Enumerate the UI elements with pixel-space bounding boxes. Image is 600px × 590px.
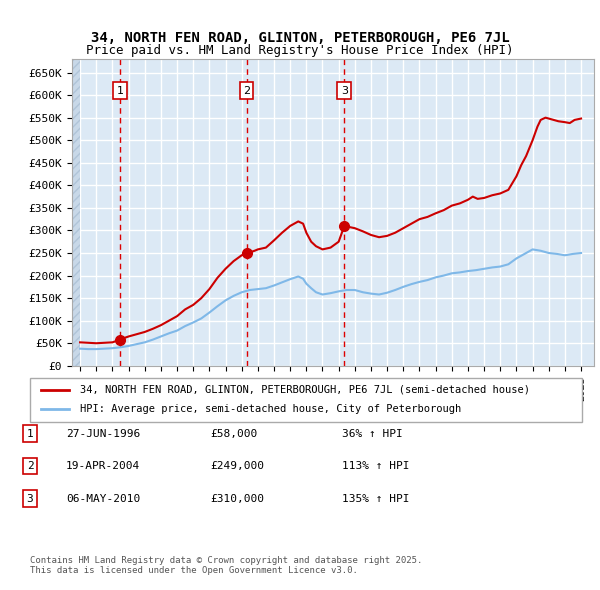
Bar (72, 59, 80, 366)
Text: 135% ↑ HPI: 135% ↑ HPI (342, 494, 410, 503)
Text: 36% ↑ HPI: 36% ↑ HPI (342, 429, 403, 438)
Text: 19-APR-2004: 19-APR-2004 (66, 461, 140, 471)
FancyBboxPatch shape (30, 378, 582, 422)
Text: 113% ↑ HPI: 113% ↑ HPI (342, 461, 410, 471)
Text: 3: 3 (341, 86, 348, 96)
Text: Contains HM Land Registry data © Crown copyright and database right 2025.
This d: Contains HM Land Registry data © Crown c… (30, 556, 422, 575)
Text: 3: 3 (26, 494, 34, 503)
Text: £310,000: £310,000 (210, 494, 264, 503)
Text: 34, NORTH FEN ROAD, GLINTON, PETERBOROUGH, PE6 7JL: 34, NORTH FEN ROAD, GLINTON, PETERBOROUG… (91, 31, 509, 45)
Text: £249,000: £249,000 (210, 461, 264, 471)
Text: Price paid vs. HM Land Registry's House Price Index (HPI): Price paid vs. HM Land Registry's House … (86, 44, 514, 57)
Text: 1: 1 (26, 429, 34, 438)
Text: HPI: Average price, semi-detached house, City of Peterborough: HPI: Average price, semi-detached house,… (80, 405, 461, 414)
Text: 34, NORTH FEN ROAD, GLINTON, PETERBOROUGH, PE6 7JL (semi-detached house): 34, NORTH FEN ROAD, GLINTON, PETERBOROUG… (80, 385, 530, 395)
Text: 1: 1 (117, 86, 124, 96)
Text: 06-MAY-2010: 06-MAY-2010 (66, 494, 140, 503)
Text: 2: 2 (26, 461, 34, 471)
Text: 27-JUN-1996: 27-JUN-1996 (66, 429, 140, 438)
Text: 2: 2 (243, 86, 250, 96)
Text: £58,000: £58,000 (210, 429, 257, 438)
